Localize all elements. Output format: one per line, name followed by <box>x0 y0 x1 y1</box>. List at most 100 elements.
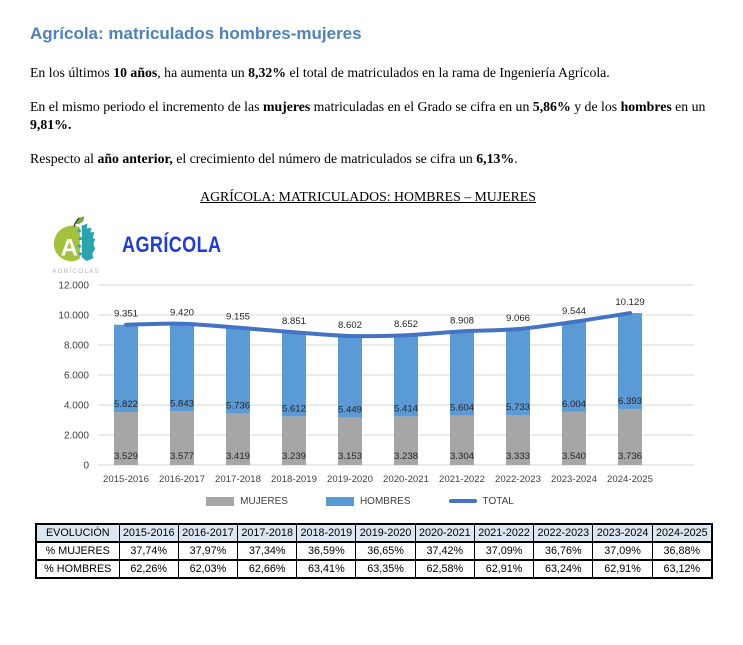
data-label-total: 8.908 <box>450 315 474 326</box>
x-axis-label: 2019-2020 <box>327 474 373 485</box>
paragraph-text: año anterior, <box>97 150 173 166</box>
paragraph-text: . <box>514 150 518 166</box>
paragraph-text: 6,13% <box>476 150 515 166</box>
table-header-cell: 2023-2024 <box>592 522 653 543</box>
table-cell: 36,59% <box>296 540 357 561</box>
paragraph-text: 10 años <box>113 65 158 80</box>
data-label-total: 8.602 <box>338 319 362 330</box>
data-label-mujeres: 3.333 <box>506 451 530 462</box>
paragraph-text: , ha aumenta un <box>157 65 249 80</box>
table-row: % MUJERES 37,74% 37,97% 37,34% 36,59% 36,65% 3… <box>35 540 713 561</box>
data-label-hombres: 5.733 <box>506 402 530 413</box>
paragraph-text: Respecto al <box>30 150 98 166</box>
paragraph-text: el total de matriculados en la rama de I… <box>286 65 610 80</box>
table-row: % HOMBRES 62,26% 62,03% 62,66% 63,41% 63,35% 6… <box>35 558 713 579</box>
table-cell: 37,97% <box>177 540 239 561</box>
data-label-hombres: 5.604 <box>450 402 475 413</box>
table-cell: 62,66% <box>237 558 298 579</box>
data-label-hombres: 5.822 <box>114 399 138 410</box>
x-axis-label: 2020-2021 <box>383 474 429 485</box>
table-header-cell: 2021-2022 <box>473 522 535 543</box>
bar-hombres <box>450 330 474 415</box>
x-axis-label: 2022-2023 <box>495 474 541 485</box>
x-axis-label: 2021-2022 <box>439 474 485 485</box>
table-cell: 63,35% <box>355 558 416 579</box>
paragraph-text: En el mismo periodo el incremento de las <box>30 98 263 114</box>
bar-hombres <box>562 321 586 412</box>
stacked-bar-chart: 0 2.000 4.000 6.000 8.000 10.000 12.000 3.529 5.… <box>58 280 694 485</box>
table-cell: 36,88% <box>651 540 713 561</box>
page-title: Agrícola: matriculados hombres-mujeres <box>30 24 362 43</box>
data-label-hombres: 6.004 <box>562 398 587 409</box>
legend-label-total: TOTAL <box>482 495 514 507</box>
table-header-cell: 2018-2019 <box>296 522 357 543</box>
bar-mujeres <box>226 413 250 465</box>
hombres-swatch-icon <box>325 496 354 506</box>
table-header-cell: 2016-2017 <box>177 522 239 543</box>
table-cell: 37,42% <box>414 540 475 561</box>
table-cell: 37,74% <box>118 540 179 561</box>
data-label-mujeres: 3.238 <box>394 451 418 462</box>
bar-hombres <box>170 323 194 411</box>
data-label-mujeres: 3.529 <box>114 451 138 462</box>
data-label-hombres: 5.736 <box>226 400 250 411</box>
total-line-swatch-icon <box>448 499 477 503</box>
chart-brand-row: A AGRÍCOLAS AGRÍCOLA <box>44 213 730 277</box>
data-label-total: 10.129 <box>615 297 644 308</box>
y-axis-label: 0 <box>83 460 89 471</box>
data-label-total: 9.066 <box>506 313 530 324</box>
paragraph-1: En los últimos 10 años, ha aumenta un 8,… <box>30 64 706 83</box>
legend-label-hombres: HOMBRES <box>359 495 411 507</box>
table-header-cell: 2015-2016 <box>118 522 179 543</box>
data-label-hombres: 5.612 <box>282 403 306 414</box>
table-cell: 62,91% <box>473 558 535 579</box>
row-label-cell: % MUJERES <box>35 540 120 561</box>
chart-legend: MUJERES HOMBRES TOTAL <box>40 496 680 507</box>
paragraph-text: matriculadas en el Grado se cifra en un <box>310 98 533 114</box>
table-cell: 63,24% <box>533 558 594 579</box>
brand-name: AGRÍCOLA <box>122 231 222 257</box>
data-label-mujeres: 3.304 <box>450 451 475 462</box>
row-label-cell: % HOMBRES <box>35 558 120 579</box>
table-cell: 37,34% <box>237 540 298 561</box>
bar-hombres <box>282 331 306 416</box>
bar-mujeres <box>338 417 362 465</box>
y-axis-label: 12.000 <box>58 280 89 291</box>
bar-hombres <box>618 312 642 409</box>
paragraph-text: en un <box>671 98 706 114</box>
bar-mujeres <box>562 411 586 465</box>
y-axis-label: 4.000 <box>64 400 89 411</box>
y-axis-label: 10.000 <box>58 310 89 321</box>
data-label-mujeres: 3.239 <box>282 451 306 462</box>
logo-caption: AGRÍCOLAS <box>52 267 100 275</box>
data-label-mujeres: 3.419 <box>226 451 250 462</box>
data-label-total: 9.155 <box>226 311 250 322</box>
paragraph-text: hombres <box>620 98 672 114</box>
y-axis-label: 6.000 <box>64 370 89 381</box>
paragraph-text: 9,81%. <box>30 117 72 133</box>
x-axis-label: 2016-2017 <box>159 474 205 485</box>
y-axis-label: 8.000 <box>64 340 89 351</box>
bar-mujeres <box>506 414 530 465</box>
table-cell: 63,41% <box>296 558 357 579</box>
bar-mujeres <box>170 410 194 465</box>
bar-hombres <box>114 324 138 412</box>
data-label-hombres: 5.449 <box>338 404 362 415</box>
chart-heading: AGRÍCOLA: MATRICULADOS: HOMBRES – MUJERE… <box>200 188 536 204</box>
paragraph-3: Respecto al año anterior, el crecimiento… <box>30 150 706 169</box>
x-axis-label: 2018-2019 <box>271 474 317 485</box>
data-label-mujeres: 3.577 <box>170 451 194 462</box>
data-label-mujeres: 3.153 <box>338 451 362 462</box>
x-axis-label: 2017-2018 <box>215 474 261 485</box>
table-cell: 37,09% <box>592 540 653 561</box>
paragraph-text: 5,86% <box>532 98 571 114</box>
table-cell: 36,76% <box>533 540 594 561</box>
agricolas-logo-icon: A <box>53 215 96 261</box>
mujeres-swatch-icon <box>206 496 235 506</box>
evolution-table: EVOLUCIÓN 2015-2016 2016-2017 2017-2018 2018… <box>35 522 713 579</box>
table-header-cell: 2017-2018 <box>237 522 298 543</box>
x-axis-label: 2023-2024 <box>551 474 598 485</box>
bar-mujeres <box>450 414 474 465</box>
data-label-hombres: 5.843 <box>170 398 194 409</box>
